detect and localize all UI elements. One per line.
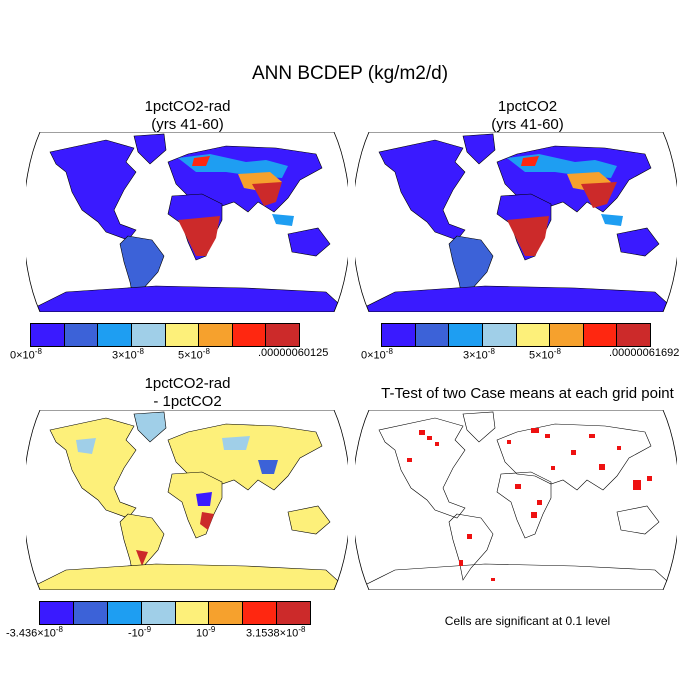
- colorbar-1-swatch: [165, 324, 200, 346]
- colorbar-3-swatch: [40, 602, 74, 624]
- colorbar-2-label: 0×10-8: [361, 347, 393, 362]
- colorbar-3-swatch: [175, 602, 210, 624]
- colorbar-2-swatch: [415, 324, 450, 346]
- colorbar-2-swatch: [617, 324, 650, 346]
- colorbar-2-swatch: [550, 324, 584, 346]
- colorbar-1-label: 5×10-8: [178, 347, 210, 362]
- colorbar-2-label: .00000061692: [609, 347, 680, 359]
- map-panel-ttest: [355, 410, 677, 590]
- colorbar-3-swatch: [277, 602, 310, 624]
- panel-4-title: T-Test of two Case means at each grid po…: [355, 385, 700, 403]
- panel-1-title-line1: 1pctCO2-rad: [144, 98, 231, 115]
- colorbar-1-swatch: [131, 324, 166, 346]
- panel-3-title: 1pctCO2-rad - 1pctCO2: [25, 375, 350, 411]
- colorbar-1-label: .00000060125: [258, 347, 329, 359]
- colorbar-1-swatch: [31, 324, 65, 346]
- map-panel-1pctco2: [355, 132, 677, 312]
- colorbar-1-swatch: [232, 324, 267, 346]
- colorbar-2-swatch: [382, 324, 416, 346]
- significance-note: Cells are significant at 0.1 level: [444, 614, 611, 628]
- colorbar-3-label: -10-9: [128, 625, 152, 640]
- colorbar-1-swatch: [266, 324, 299, 346]
- colorbar-3-swatch: [107, 602, 142, 624]
- panel-2-title: 1pctCO2 (yrs 41-60): [355, 98, 700, 134]
- colorbar-1-swatch: [64, 324, 99, 346]
- colorbar-3-swatch: [73, 602, 108, 624]
- colorbar-2-swatch: [583, 324, 618, 346]
- colorbar-panel-2: [381, 323, 651, 347]
- panel-2-title-line2: (yrs 41-60): [491, 116, 564, 133]
- colorbar-1-label: 3×10-8: [112, 347, 144, 362]
- colorbar-3-label: -3.436×10-8: [6, 625, 63, 640]
- colorbar-3-swatch: [209, 602, 244, 624]
- colorbar-2-swatch: [482, 324, 517, 346]
- colorbar-3-label: 3.1538×10-8: [246, 625, 306, 640]
- colorbar-1-label: 0×10-8: [10, 347, 42, 362]
- colorbar-3-swatch: [141, 602, 176, 624]
- colorbar-2-swatch: [516, 324, 551, 346]
- panel-1-title-line2: (yrs 41-60): [151, 116, 224, 133]
- colorbar-2-label: 5×10-8: [529, 347, 561, 362]
- colorbar-2-label: 3×10-8: [463, 347, 495, 362]
- panel-3-title-line2: - 1pctCO2: [153, 393, 222, 410]
- panel-2-title-line1: 1pctCO2: [497, 98, 558, 115]
- panel-3-title-line1: 1pctCO2-rad: [144, 375, 231, 392]
- colorbar-1-swatch: [98, 324, 132, 346]
- panel-1-title: 1pctCO2-rad (yrs 41-60): [25, 98, 350, 134]
- colorbar-1-swatch: [199, 324, 233, 346]
- map-panel-difference: [26, 410, 348, 590]
- colorbar-2-swatch: [449, 324, 483, 346]
- colorbar-3-swatch: [243, 602, 278, 624]
- colorbar-3-label: 10-9: [196, 625, 216, 640]
- figure-title: ANN BCDEP (kg/m2/d): [251, 63, 449, 84]
- map-panel-1pctco2-rad: [26, 132, 348, 312]
- panel-4-title-line1: T-Test of two Case means at each grid po…: [381, 385, 674, 402]
- colorbar-panel-3: [39, 601, 311, 625]
- colorbar-panel-1: [30, 323, 300, 347]
